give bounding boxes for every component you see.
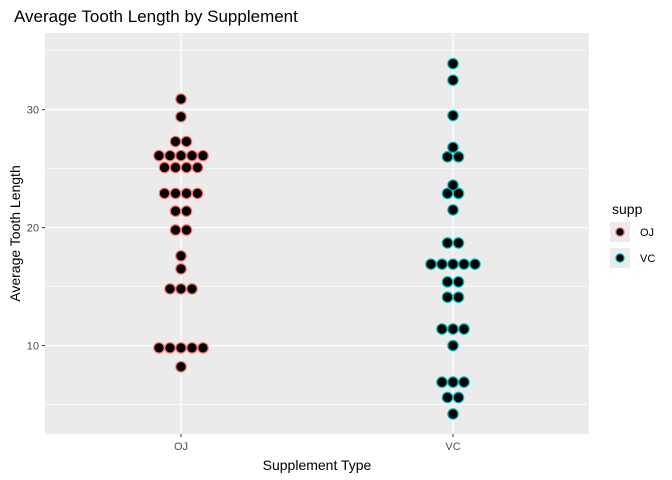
data-point-oj xyxy=(175,360,187,373)
data-point-oj xyxy=(175,283,187,295)
data-point-oj xyxy=(175,93,187,105)
data-point-vc xyxy=(469,258,481,270)
data-point-vc xyxy=(452,187,465,200)
data-point-oj xyxy=(191,187,204,200)
data-point-vc xyxy=(441,276,454,288)
data-point-vc xyxy=(447,179,459,191)
data-point-oj xyxy=(158,187,171,200)
y-axis-ticks: 10 20 30 xyxy=(27,105,45,353)
data-point-vc xyxy=(447,141,459,154)
data-point-vc xyxy=(441,237,454,249)
data-point-oj xyxy=(169,135,182,148)
legend: supp OJ VC xyxy=(610,201,655,268)
chart-title: Average Tooth Length by Supplement xyxy=(14,7,298,26)
data-point-oj xyxy=(158,161,171,174)
data-points xyxy=(153,57,481,420)
data-point-vc xyxy=(447,204,459,216)
data-point-oj xyxy=(164,283,176,295)
data-point-vc xyxy=(425,258,437,270)
data-point-vc xyxy=(452,276,465,288)
x-axis-label: Supplement Type xyxy=(263,457,372,473)
data-point-vc xyxy=(452,391,465,404)
data-point-oj xyxy=(164,149,176,162)
data-point-oj xyxy=(175,250,187,262)
data-point-oj xyxy=(169,224,182,236)
data-point-oj xyxy=(197,342,209,354)
data-point-oj xyxy=(175,149,187,162)
data-point-vc xyxy=(447,258,459,270)
legend-label-oj: OJ xyxy=(640,227,654,239)
data-point-vc xyxy=(441,187,454,200)
plot-panel xyxy=(45,33,589,434)
data-point-oj xyxy=(186,149,198,162)
data-point-oj xyxy=(169,161,182,174)
data-point-vc xyxy=(436,258,448,270)
data-point-oj xyxy=(180,187,193,200)
data-point-oj xyxy=(153,342,165,354)
data-point-vc xyxy=(447,339,459,352)
data-point-oj xyxy=(180,161,193,174)
y-tick-label: 30 xyxy=(27,105,39,117)
data-point-vc xyxy=(447,376,459,388)
data-point-oj xyxy=(186,283,198,295)
data-point-vc xyxy=(441,151,454,163)
data-point-vc xyxy=(447,57,459,70)
data-point-vc xyxy=(447,323,459,335)
data-point-oj xyxy=(175,342,187,354)
data-point-vc xyxy=(447,109,459,122)
x-axis-ticks: OJ VC xyxy=(174,434,461,453)
legend-label-vc: VC xyxy=(640,253,655,265)
data-point-vc xyxy=(458,323,470,335)
data-point-vc xyxy=(458,258,470,270)
data-point-vc xyxy=(452,151,465,163)
y-tick-label: 20 xyxy=(27,223,39,235)
data-point-vc xyxy=(458,376,470,388)
data-point-vc xyxy=(441,391,454,404)
data-point-oj xyxy=(175,110,187,123)
data-point-vc xyxy=(447,408,459,420)
data-point-oj xyxy=(153,149,165,162)
data-point-oj xyxy=(180,205,193,217)
data-point-oj xyxy=(169,205,182,217)
y-tick-label: 10 xyxy=(27,341,39,353)
data-point-oj xyxy=(169,187,182,200)
x-tick-label: OJ xyxy=(174,441,188,453)
x-tick-label: VC xyxy=(445,441,460,453)
data-point-vc xyxy=(441,291,454,303)
data-point-oj xyxy=(175,263,187,275)
data-point-oj xyxy=(164,342,176,354)
data-point-oj xyxy=(186,342,198,354)
data-point-vc xyxy=(452,237,465,249)
data-point-oj xyxy=(197,149,209,162)
data-point-vc xyxy=(436,323,448,335)
data-point-vc xyxy=(452,291,465,303)
legend-title: supp xyxy=(612,201,643,217)
y-axis-label: Average Tooth Length xyxy=(7,165,23,302)
data-point-oj xyxy=(191,161,204,174)
data-point-vc xyxy=(436,376,448,388)
data-point-oj xyxy=(180,135,193,148)
legend-key-oj xyxy=(615,227,625,237)
data-point-oj xyxy=(180,224,193,236)
gridlines xyxy=(45,33,589,434)
legend-key-vc xyxy=(615,253,625,263)
data-point-vc xyxy=(447,74,459,86)
